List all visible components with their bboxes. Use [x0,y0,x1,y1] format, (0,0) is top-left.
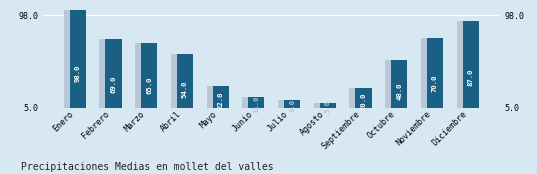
Bar [70,10,86,108]
Text: 8.0: 8.0 [289,98,295,112]
Bar [462,21,478,108]
Bar [284,100,300,108]
Text: 69.0: 69.0 [111,75,117,93]
Text: 87.0: 87.0 [468,69,474,86]
Bar [207,86,226,108]
Bar [355,88,372,108]
Bar [421,38,440,108]
Text: 98.0: 98.0 [75,65,81,82]
Bar [171,54,191,108]
Bar [177,54,193,108]
Text: 20.0: 20.0 [360,92,366,110]
Bar [391,60,407,108]
Text: 5.0: 5.0 [325,100,331,113]
Bar [141,43,157,108]
Bar [278,100,297,108]
Bar [320,103,336,108]
Text: Precipitaciones Medias en mollet del valles: Precipitaciones Medias en mollet del val… [21,162,274,172]
Text: 65.0: 65.0 [146,76,152,94]
Text: 70.0: 70.0 [432,75,438,92]
Bar [385,60,405,108]
Bar [242,97,262,108]
Text: 54.0: 54.0 [182,80,188,98]
Text: 48.0: 48.0 [396,82,402,100]
Bar [105,39,121,108]
Bar [350,88,369,108]
Bar [456,21,476,108]
Bar [135,43,155,108]
Bar [314,103,333,108]
Bar [248,97,264,108]
Bar [213,86,229,108]
Bar [99,39,119,108]
Bar [64,10,83,108]
Text: 11.0: 11.0 [253,95,259,113]
Bar [427,38,443,108]
Text: 22.0: 22.0 [217,92,223,109]
